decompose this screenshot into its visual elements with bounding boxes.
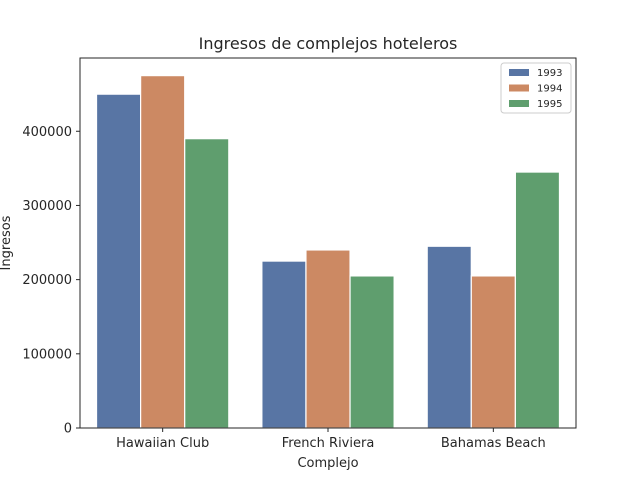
x-tick-label: French Riviera: [282, 436, 375, 451]
legend: 1993 1994 1995: [500, 62, 572, 114]
bar-1995-hawaiian-club: [184, 138, 230, 429]
legend-swatch-1993: [509, 69, 529, 76]
x-tick-label: Hawaiian Club: [116, 436, 209, 451]
x-axis-label: Complejo: [297, 456, 358, 471]
y-axis: 0 100000 200000 300000 400000: [22, 125, 80, 437]
bar-1994-bahamas-beach: [470, 275, 516, 429]
y-tick-label: 0: [64, 422, 72, 437]
bar-1993-hawaiian-club: [95, 93, 142, 429]
x-axis: Hawaiian Club French Riviera Bahamas Beach: [116, 428, 546, 451]
chart-title: Ingresos de complejos hoteleros: [199, 34, 458, 53]
bar-1994-french-riviera: [305, 249, 351, 429]
y-tick-label: 400000: [22, 125, 72, 140]
y-tick-label: 200000: [22, 273, 72, 288]
legend-swatch-1994: [509, 84, 529, 92]
bars-group: [95, 75, 561, 429]
legend-label: 1993: [537, 68, 562, 79]
bar-1993-bahamas-beach: [426, 245, 472, 429]
y-axis-label: Ingresos: [0, 215, 14, 270]
bar-1994-hawaiian-club: [140, 75, 186, 429]
x-tick-label: Bahamas Beach: [441, 436, 546, 451]
legend-label: 1994: [537, 84, 562, 95]
legend-swatch-1995: [509, 100, 529, 107]
legend-label: 1995: [537, 99, 562, 110]
bar-1995-bahamas-beach: [514, 171, 561, 429]
bar-1993-french-riviera: [261, 260, 307, 429]
y-tick-label: 100000: [22, 347, 72, 362]
y-tick-label: 300000: [22, 199, 72, 214]
bar-1995-french-riviera: [349, 275, 395, 429]
